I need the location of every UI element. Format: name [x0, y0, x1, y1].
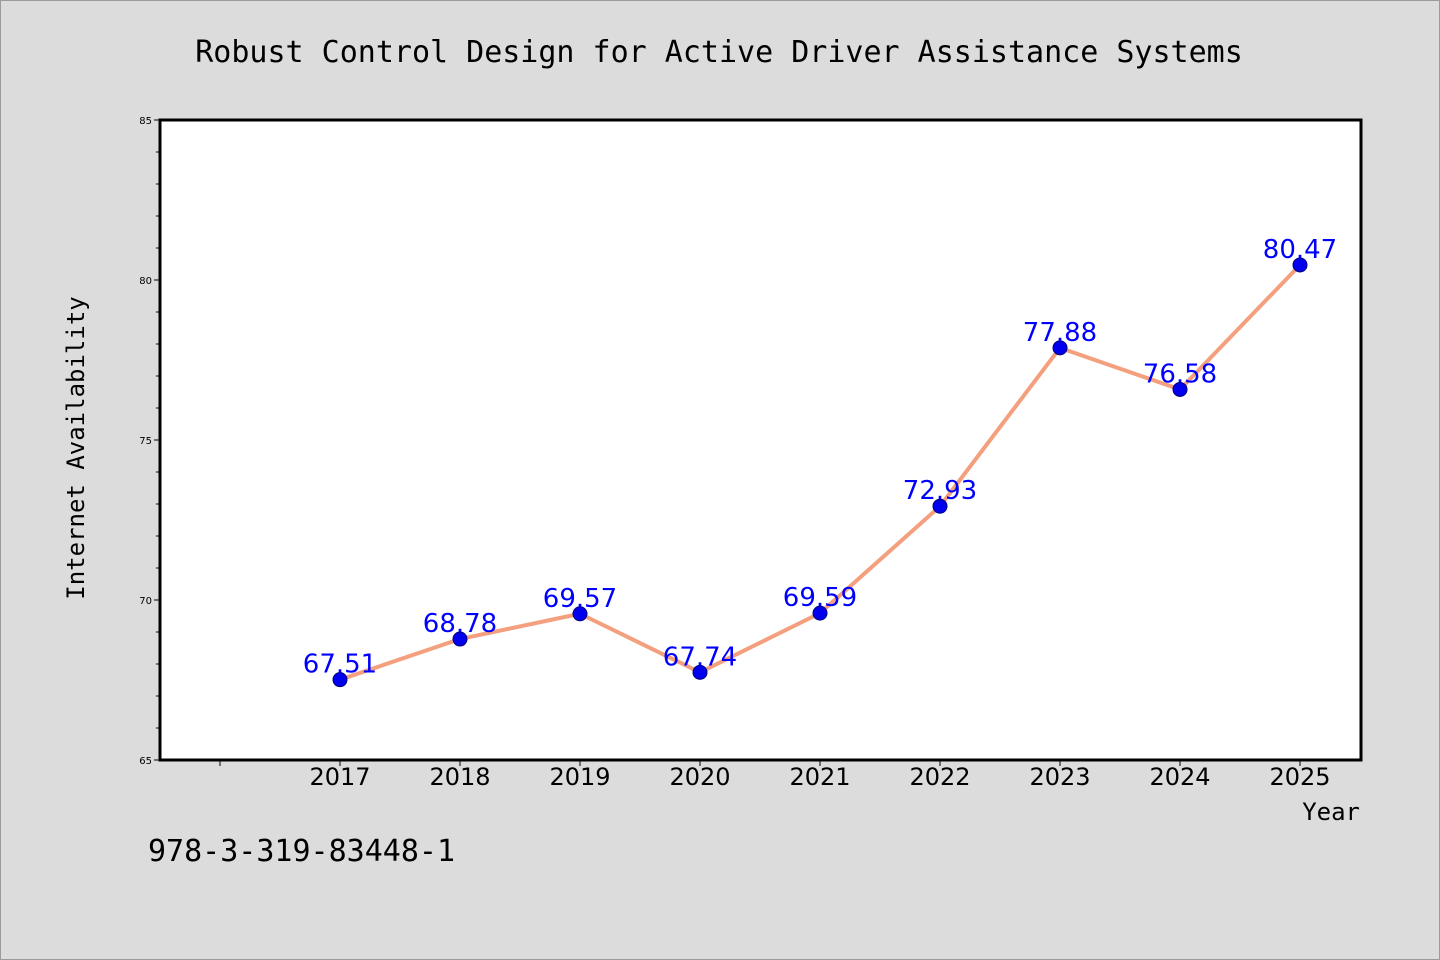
data-label: 68.78	[423, 609, 497, 639]
x-tick-label: 2024	[1149, 763, 1210, 791]
x-axis-title: Year	[1302, 798, 1360, 826]
y-axis: 65 70 75 80 85	[139, 116, 160, 767]
y-tick-label: 70	[139, 596, 152, 607]
x-tick-label: 2017	[309, 763, 370, 791]
data-point	[332, 672, 348, 688]
data-point	[1292, 257, 1308, 273]
x-tick-label: 2022	[909, 763, 970, 791]
data-label: 72.93	[903, 476, 977, 506]
data-point	[452, 631, 468, 647]
data-point	[572, 606, 588, 622]
isbn-footnote: 978-3-319-83448-1	[148, 834, 456, 869]
y-axis-title: Internet Availability	[62, 296, 90, 599]
data-point	[692, 664, 708, 680]
x-tick-label: 2023	[1029, 763, 1090, 791]
x-tick-label: 2018	[429, 763, 490, 791]
data-point	[1172, 381, 1188, 397]
plot-area	[158, 118, 1363, 762]
x-tick-label: 2019	[549, 763, 610, 791]
data-point	[812, 605, 828, 621]
series-group: 67.51 68.78 69.57 67.74 69.59 72.93 77.88 76.58…	[303, 235, 1337, 688]
data-label: 69.59	[783, 583, 857, 613]
x-axis: 2017 2018 2019 2020 2021 2022 2023 2024 2025	[219, 760, 1331, 791]
data-label: 69.57	[543, 584, 617, 614]
x-tick-label: 2020	[669, 763, 730, 791]
data-point	[932, 498, 948, 514]
data-label: 76.58	[1143, 359, 1217, 389]
y-tick-label: 80	[139, 276, 152, 287]
x-tick-label: 2025	[1269, 763, 1330, 791]
data-label: 67.74	[663, 642, 737, 672]
chart-title: Robust Control Design for Active Driver …	[195, 35, 1243, 70]
data-label: 67.51	[303, 650, 377, 680]
y-tick-label: 65	[139, 756, 152, 767]
x-tick-label: 2021	[789, 763, 850, 791]
data-label: 80.47	[1263, 235, 1337, 265]
y-tick-label: 85	[139, 116, 152, 127]
data-point	[1052, 340, 1068, 356]
data-label: 77.88	[1023, 318, 1097, 348]
y-tick-label: 75	[139, 436, 152, 447]
